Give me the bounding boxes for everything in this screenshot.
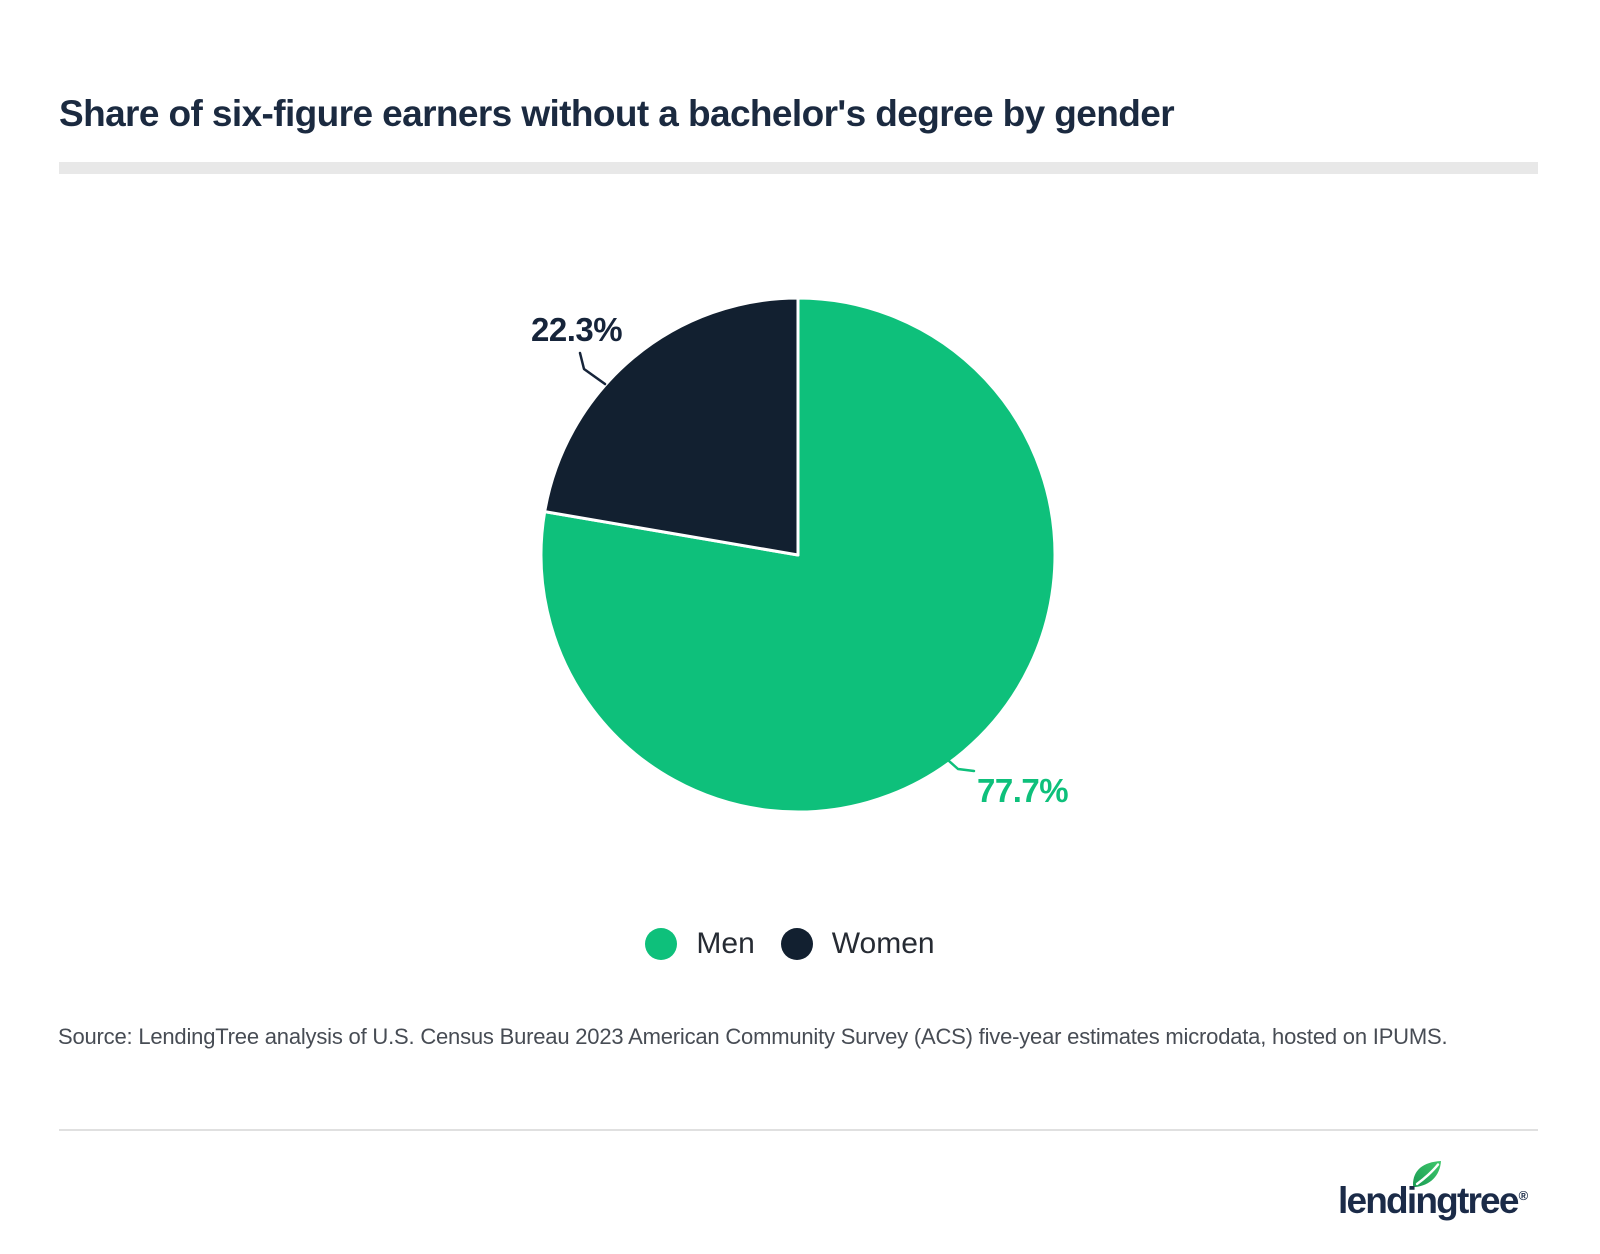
legend: Men Women: [0, 927, 1590, 961]
leader-line-women: [578, 351, 607, 386]
pie-chart: [539, 296, 1057, 814]
title-divider: [59, 162, 1538, 174]
source-note: Source: LendingTree analysis of U.S. Cen…: [58, 1024, 1448, 1049]
leaf-icon: [1413, 1161, 1441, 1188]
leader-line-men: [947, 759, 976, 773]
page-title: Share of six-figure earners without a ba…: [59, 93, 1175, 134]
legend-swatch-men-icon: [645, 928, 678, 960]
legend-label-women: Women: [831, 927, 935, 960]
registered-mark: ®: [1518, 1187, 1529, 1203]
logo-brand-text: lendingtree: [1338, 1180, 1519, 1221]
pie-slice-women[interactable]: [543, 296, 800, 557]
lendingtree-logo: lendingtree®: [1338, 1156, 1553, 1231]
legend-swatch-women-icon: [780, 928, 813, 960]
pie-slices: [539, 296, 1057, 814]
legend-item-women[interactable]: Women: [780, 927, 935, 961]
legend-label-men: Men: [696, 927, 755, 960]
logo-wordmark: lendingtree®: [1338, 1180, 1528, 1222]
legend-item-men[interactable]: Men: [645, 927, 755, 961]
data-label-women: 22.3%: [531, 311, 623, 348]
data-label-men: 77.7%: [977, 772, 1069, 809]
footer-divider: [59, 1129, 1538, 1131]
